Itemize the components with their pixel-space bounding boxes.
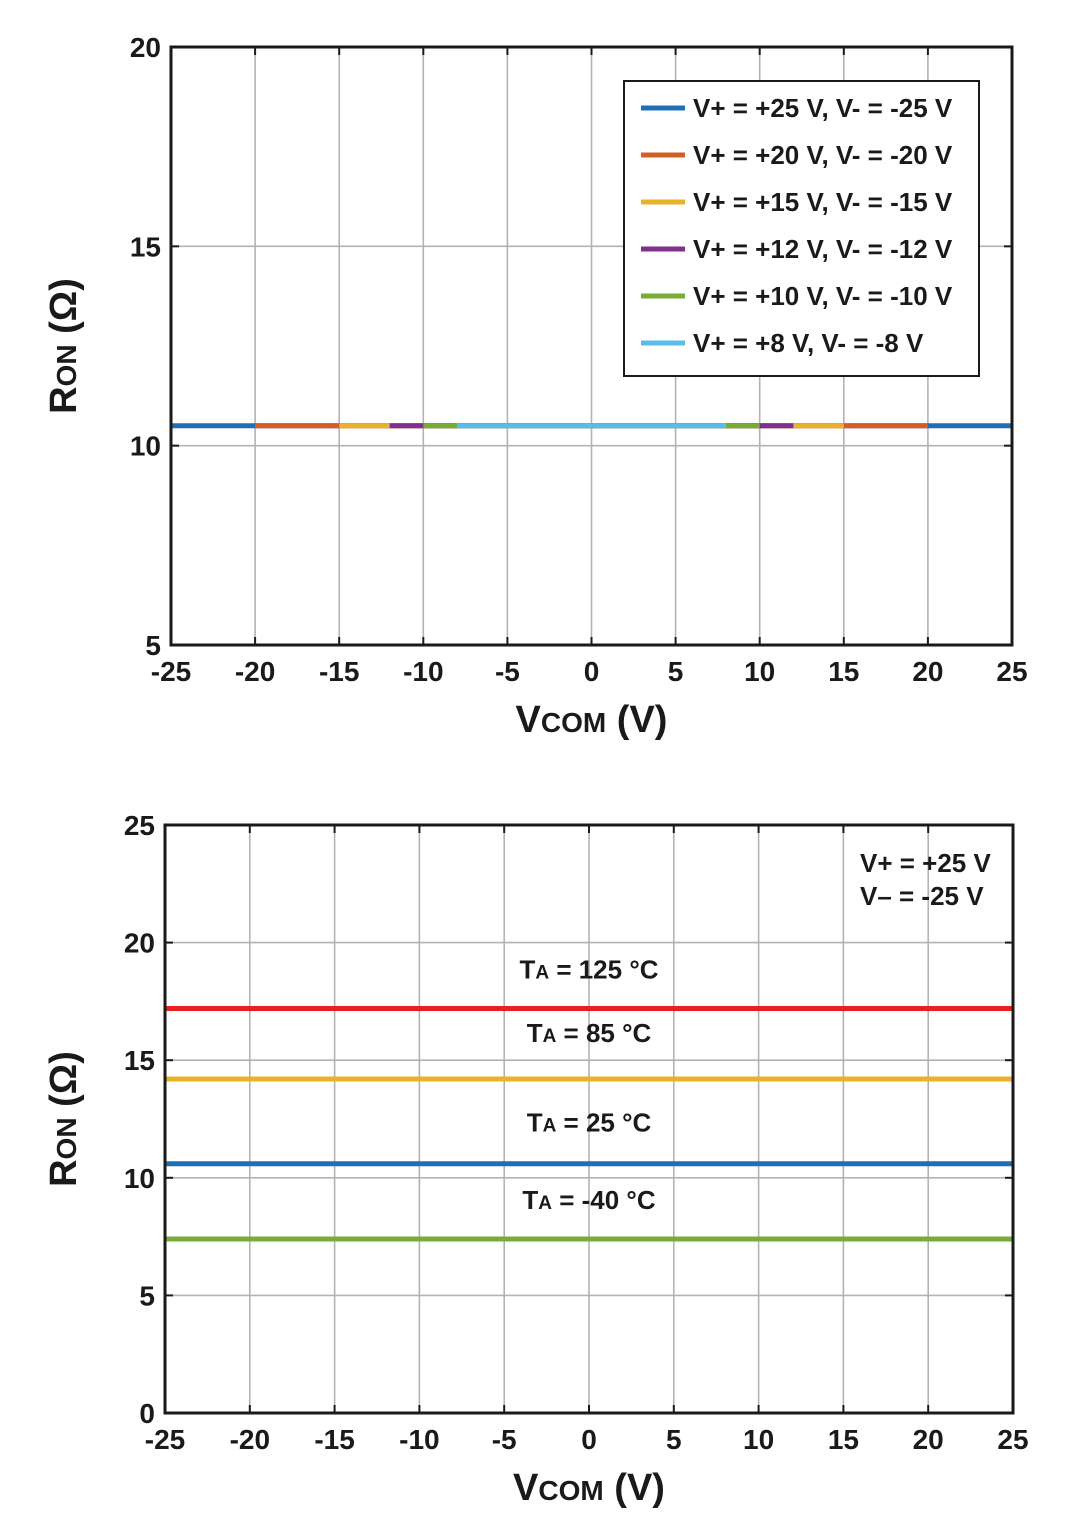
- chart-ron-vs-vcom-temperature: -25 -20 -15 -10 -5 0 5 10 15 20 25 0 5 10 15 20 25 VCOM (…: [43, 810, 1029, 1509]
- x-tick-label: -25: [145, 1424, 185, 1455]
- series-label-rest: = -40 °C: [552, 1185, 656, 1215]
- series-label: TA = -40 °C: [522, 1185, 655, 1215]
- series-label-sub: A: [535, 962, 549, 983]
- x-axis-label-main: V: [513, 1467, 539, 1509]
- y-tick-label: 5: [139, 1280, 155, 1311]
- x-tick-label: 25: [997, 1424, 1028, 1455]
- x-axis-label-sub: COM: [538, 1475, 603, 1506]
- x-tick-label: 0: [581, 1424, 597, 1455]
- x-tick-label: 10: [744, 656, 775, 687]
- x-axis-label: VCOM (V): [513, 1467, 665, 1509]
- series-label-sub: A: [543, 1115, 557, 1136]
- x-tick-label: -5: [495, 656, 520, 687]
- x-tick-label: -20: [230, 1424, 270, 1455]
- legend-entry: V+ = +12 V, V- = -12 V: [693, 234, 953, 264]
- series-label-sub: A: [543, 1026, 557, 1047]
- x-axis-label: VCOM (V): [516, 699, 668, 741]
- series-label-main: T: [527, 1018, 543, 1048]
- legend-entry: V+ = +8 V, V- = -8 V: [693, 328, 924, 358]
- x-tick-label: 5: [668, 656, 684, 687]
- series-label-main: T: [522, 1185, 538, 1215]
- series-label-rest: = 125 °C: [549, 954, 659, 984]
- series-label: TA = 25 °C: [527, 1107, 652, 1137]
- y-axis-label-main: R: [43, 386, 85, 413]
- legend-entry: V+ = +25 V, V- = -25 V: [693, 93, 953, 123]
- y-tick-label: 15: [124, 1045, 155, 1076]
- series-label-sub: A: [538, 1193, 552, 1214]
- y-axis-label-unit: (Ω): [43, 278, 85, 344]
- x-axis-label-sub: COM: [541, 707, 606, 738]
- series-label: TA = 85 °C: [527, 1018, 652, 1048]
- y-axis-label: RON (Ω): [43, 278, 85, 414]
- y-tick-label: 5: [145, 630, 161, 661]
- legend-entry: V+ = +20 V, V- = -20 V: [693, 140, 953, 170]
- legend-entry: V+ = +15 V, V- = -15 V: [693, 187, 953, 217]
- x-tick-label: -25: [151, 656, 191, 687]
- x-axis-label-unit: (V): [606, 699, 667, 741]
- x-tick-label: 15: [828, 656, 859, 687]
- x-tick-label: -10: [399, 1424, 439, 1455]
- legend-box: [623, 80, 980, 377]
- chart-ron-vs-vcom-supply: -25 -20 -15 -10 -5 0 5 10 15 20 25 5 10 15 20 VCOM (V) R…: [43, 32, 1028, 741]
- x-tick-label: 20: [912, 656, 943, 687]
- series-label-rest: = 25 °C: [556, 1107, 651, 1137]
- y-tick-label: 20: [130, 32, 161, 63]
- x-tick-label: 20: [913, 1424, 944, 1455]
- x-tick-label: -10: [403, 656, 443, 687]
- series-label-main: T: [519, 954, 535, 984]
- legend-entry: V+ = +10 V, V- = -10 V: [693, 281, 953, 311]
- x-tick-label: 10: [743, 1424, 774, 1455]
- grid: [165, 825, 1013, 1413]
- series-label-rest: = 85 °C: [556, 1018, 651, 1048]
- y-axis-label: RON (Ω): [43, 1051, 85, 1187]
- series-label-main: T: [527, 1107, 543, 1137]
- y-axis-label-sub: ON: [51, 344, 82, 386]
- y-tick-label: 10: [130, 431, 161, 462]
- x-tick-label: 0: [584, 656, 600, 687]
- x-tick-label: -20: [235, 656, 275, 687]
- y-tick-label: 25: [124, 810, 155, 841]
- y-tick-label: 20: [124, 928, 155, 959]
- supply-annotation: V– = -25 V: [860, 881, 984, 911]
- x-tick-label: 25: [996, 656, 1027, 687]
- x-tick-label: -5: [492, 1424, 517, 1455]
- x-axis-label-unit: (V): [604, 1467, 665, 1509]
- x-tick-label: 5: [666, 1424, 682, 1455]
- y-tick-label: 0: [139, 1398, 155, 1429]
- series-label: TA = 125 °C: [519, 954, 658, 984]
- y-axis-label-unit: (Ω): [43, 1051, 85, 1117]
- x-tick-label: -15: [314, 1424, 354, 1455]
- y-tick-label: 10: [124, 1163, 155, 1194]
- x-tick-label: -15: [319, 656, 359, 687]
- x-axis-label-main: V: [516, 699, 542, 741]
- legend: V+ = +25 V, V- = -25 V V+ = +20 V, V- = -…: [623, 80, 980, 377]
- y-axis-label-sub: ON: [51, 1117, 82, 1159]
- x-tick-label: 15: [828, 1424, 859, 1455]
- supply-annotation: V+ = +25 V: [860, 848, 991, 878]
- y-axis-label-main: R: [43, 1159, 85, 1186]
- y-tick-label: 15: [130, 231, 161, 262]
